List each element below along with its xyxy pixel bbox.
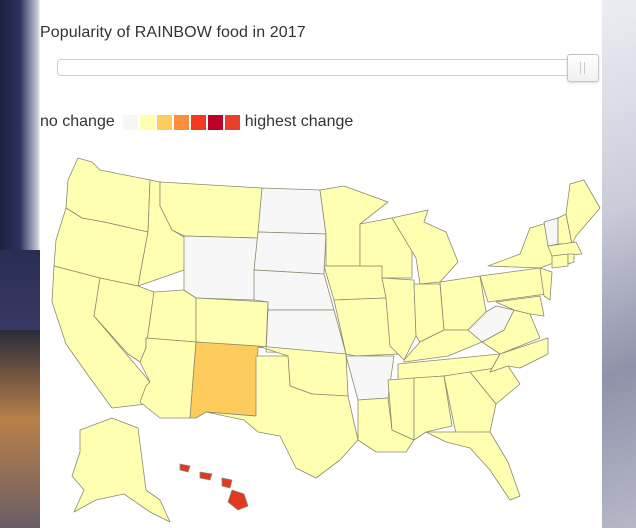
state-north-dakota[interactable] [257,187,327,235]
state-massachusetts[interactable] [547,241,583,257]
background-left-lower [0,330,40,528]
state-georgia[interactable] [443,371,497,435]
background-left-mid [0,250,40,340]
legend-swatch [190,114,206,130]
legend-swatch [156,114,172,130]
state-new-mexico[interactable] [189,341,259,419]
state-maryland[interactable] [495,295,545,317]
state-louisiana[interactable] [357,397,415,453]
legend-swatch [207,114,223,130]
legend-label-highest-change: highest change [244,113,354,130]
state-florida[interactable] [425,431,521,501]
state-kansas[interactable] [265,309,347,355]
state-hawaii-oahu[interactable] [199,471,213,481]
state-alabama[interactable] [413,375,453,441]
color-legend: no change highest change [40,112,353,132]
state-new-jersey[interactable] [539,267,553,301]
state-rhode-island[interactable] [567,253,575,265]
legend-swatch [173,114,189,130]
state-wyoming[interactable] [183,235,259,301]
state-montana[interactable] [159,181,263,239]
state-hawaii-island[interactable] [227,489,249,511]
state-arkansas[interactable] [345,355,395,401]
legend-swatch [122,114,138,130]
state-south-dakota[interactable] [253,231,327,275]
state-connecticut[interactable] [551,253,569,269]
legend-label-no-change: no change [40,113,115,130]
state-iowa[interactable] [323,265,387,301]
state-arizona[interactable] [139,337,197,419]
legend-swatch [139,114,155,130]
state-hawaii-kauai[interactable] [179,463,191,473]
state-hawaii-maui[interactable] [221,477,233,489]
slider-grip-line [580,62,581,74]
state-texas[interactable] [205,355,359,479]
state-maine[interactable] [565,179,601,245]
legend-swatch [224,114,240,130]
state-missouri[interactable] [333,297,401,357]
state-michigan[interactable] [391,209,459,285]
state-colorado[interactable] [195,297,269,349]
year-slider-handle[interactable] [567,54,599,82]
background-right [602,0,636,528]
map-title: Popularity of RAINBOW food in 2017 [40,24,306,41]
slider-grip-line [584,62,585,74]
state-alaska[interactable] [71,417,171,523]
